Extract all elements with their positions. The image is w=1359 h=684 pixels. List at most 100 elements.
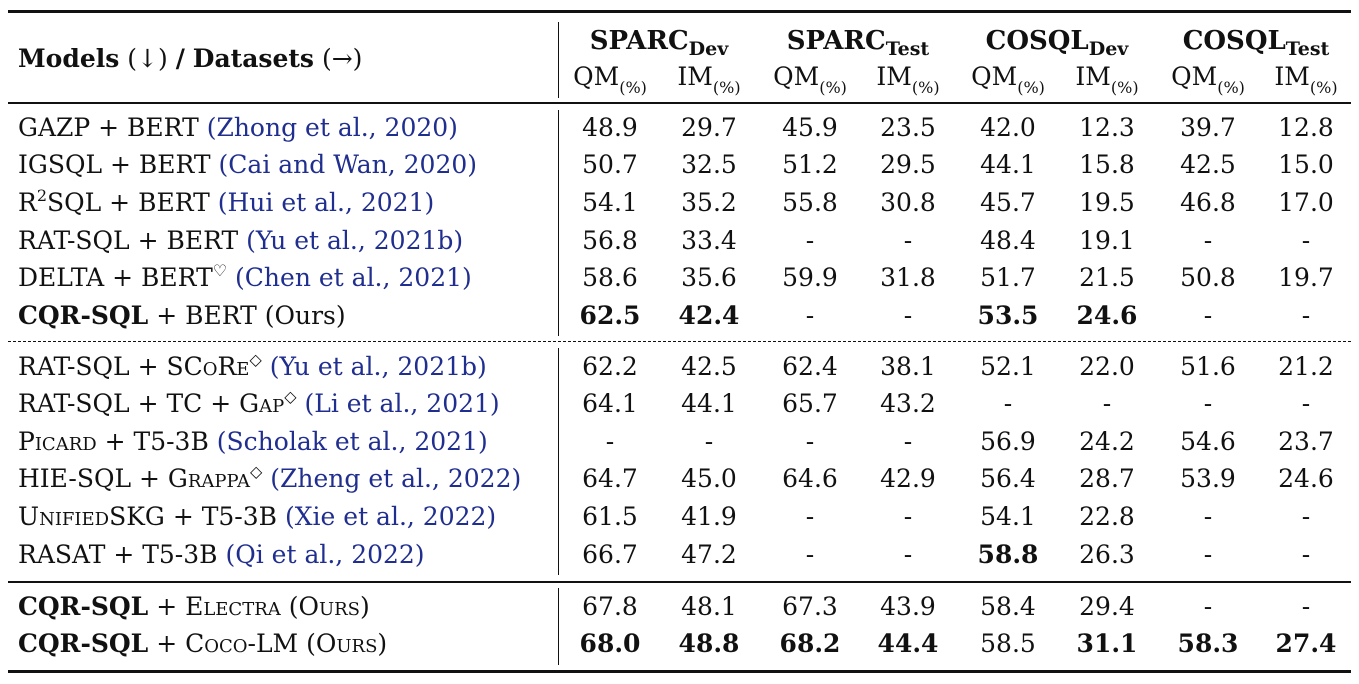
table-cell: 45.7 [980, 188, 1036, 217]
table-cell: 53.9 [1180, 464, 1236, 493]
table-cell: 19.5 [1079, 188, 1135, 217]
table-cell: 68.0 [579, 629, 641, 658]
table-cell: - [805, 226, 815, 255]
datasets-label: Datasets [192, 44, 315, 73]
marker-symbol: ◇ [284, 387, 297, 406]
table-cell: 58.5 [980, 629, 1036, 658]
table-cell: - [903, 301, 913, 330]
table-cell: - [1003, 389, 1013, 418]
dataset-name: SPARC [786, 26, 886, 56]
table-cell: 24.2 [1079, 427, 1135, 456]
citation-link[interactable]: (Hui et al., 2021) [217, 188, 435, 217]
model-name: GAZP + BERT (Zhong et al., 2020) [18, 113, 458, 143]
table-cell: 48.1 [681, 592, 737, 621]
table-cell: 64.6 [782, 464, 838, 493]
metric-im-header: IM(%) [1256, 62, 1356, 97]
citation-link[interactable]: (Zheng et al., 2022) [270, 464, 522, 493]
column-divider [558, 22, 559, 98]
citation-link[interactable]: (Zhong et al., 2020) [206, 113, 458, 142]
table-cell: 31.1 [1076, 629, 1138, 658]
model-name: UnifiedSKG + T5-3B (Xie et al., 2022) [18, 502, 496, 532]
table-cell: 24.6 [1278, 464, 1334, 493]
superscript: 2 [36, 186, 48, 205]
table-cell: 29.7 [681, 113, 737, 142]
model-name: Picard + T5-3B (Scholak et al., 2021) [18, 427, 488, 457]
model-name-ours: CQR-SQL [18, 301, 149, 330]
table-cell: - [805, 427, 815, 456]
table-cell: 45.0 [681, 464, 737, 493]
table-cell: 55.8 [782, 188, 838, 217]
table-cell: - [704, 427, 714, 456]
table-cell: 41.9 [681, 502, 737, 531]
table-cell: 62.5 [579, 301, 641, 330]
table-cell: - [805, 301, 815, 330]
dataset-header: COSQLTest [1156, 26, 1356, 60]
table-cell: 24.6 [1076, 301, 1138, 330]
metric-qm-header: QM(%) [958, 62, 1058, 97]
metric-im-header: IM(%) [858, 62, 958, 97]
model-name: CQR-SQL + Coco-LM (Ours) [18, 629, 387, 659]
citation-link[interactable]: (Qi et al., 2022) [225, 540, 425, 569]
group-divider-dashed [8, 341, 1351, 342]
model-label: DELTA + BERT [18, 263, 213, 292]
table-cell: 48.8 [678, 629, 740, 658]
table-cell: 47.2 [681, 540, 737, 569]
model-name: RASAT + T5-3B (Qi et al., 2022) [18, 540, 425, 570]
table-cell: 15.8 [1079, 150, 1135, 179]
table-cell: 32.5 [681, 150, 737, 179]
table-cell: 26.3 [1079, 540, 1135, 569]
table-cell: 35.2 [681, 188, 737, 217]
model-name: IGSQL + BERT (Cai and Wan, 2020) [18, 150, 477, 180]
citation-link[interactable]: (Yu et al., 2021b) [246, 226, 464, 255]
table-cell: 28.7 [1079, 464, 1135, 493]
model-name: RAT-SQL + TC + Gap◇ (Li et al., 2021) [18, 389, 500, 419]
metric-qm-header: QM(%) [1158, 62, 1258, 97]
table-cell: - [805, 540, 815, 569]
table-cell: 56.8 [582, 226, 638, 255]
metric-unit: (%) [1110, 78, 1139, 97]
citation-link[interactable]: (Cai and Wan, 2020) [218, 150, 478, 179]
model-label: IGSQL + BERT [18, 150, 211, 179]
table-cell: - [1203, 502, 1213, 531]
model-name-ours: CQR-SQL [18, 592, 149, 621]
table-cell: 12.8 [1278, 113, 1334, 142]
table-cell: 54.1 [582, 188, 638, 217]
table-cell: - [1203, 592, 1213, 621]
table-cell: - [1301, 592, 1311, 621]
table-cell: 19.1 [1079, 226, 1135, 255]
table-cell: 39.7 [1180, 113, 1236, 142]
citation-link[interactable]: (Xie et al., 2022) [284, 502, 497, 531]
model-label: RAT-SQL + SCoRe [18, 352, 250, 381]
dataset-header: COSQLDev [957, 26, 1157, 60]
model-name: DELTA + BERT♡ (Chen et al., 2021) [18, 263, 472, 293]
table-cell: - [1102, 389, 1112, 418]
table-cell: 58.8 [977, 540, 1039, 569]
table-cell: 48.9 [582, 113, 638, 142]
table-cell: - [1203, 301, 1213, 330]
table-cell: 50.7 [582, 150, 638, 179]
table-cell: 33.4 [681, 226, 737, 255]
table-cell: 65.7 [782, 389, 838, 418]
table-cell: - [1301, 389, 1311, 418]
table-cell: 53.5 [977, 301, 1039, 330]
citation-link[interactable]: (Chen et al., 2021) [235, 263, 472, 292]
table-cell: 56.4 [980, 464, 1036, 493]
model-label: HIE-SQL + Grappa [18, 464, 250, 493]
citation-link[interactable]: (Scholak et al., 2021) [216, 427, 488, 456]
column-divider [558, 348, 559, 575]
model-label: Picard + T5-3B [18, 427, 209, 456]
model-label: RASAT + T5-3B [18, 540, 218, 569]
table-cell: 44.1 [980, 150, 1036, 179]
model-label: RAT-SQL + TC + Gap [18, 389, 285, 418]
metric-name: QM [971, 62, 1018, 91]
model-prefix: R [18, 188, 37, 217]
table-cell: 45.9 [782, 113, 838, 142]
citation-link[interactable]: (Li et al., 2021) [304, 389, 500, 418]
column-divider [558, 588, 559, 665]
table-cell: 29.5 [880, 150, 936, 179]
table-cell: 42.5 [681, 352, 737, 381]
model-label: UnifiedSKG + T5-3B [18, 502, 278, 531]
citation-link[interactable]: (Yu et al., 2021b) [269, 352, 487, 381]
table-cell: 30.8 [880, 188, 936, 217]
down-arrow-icon: (↓) [127, 44, 168, 73]
